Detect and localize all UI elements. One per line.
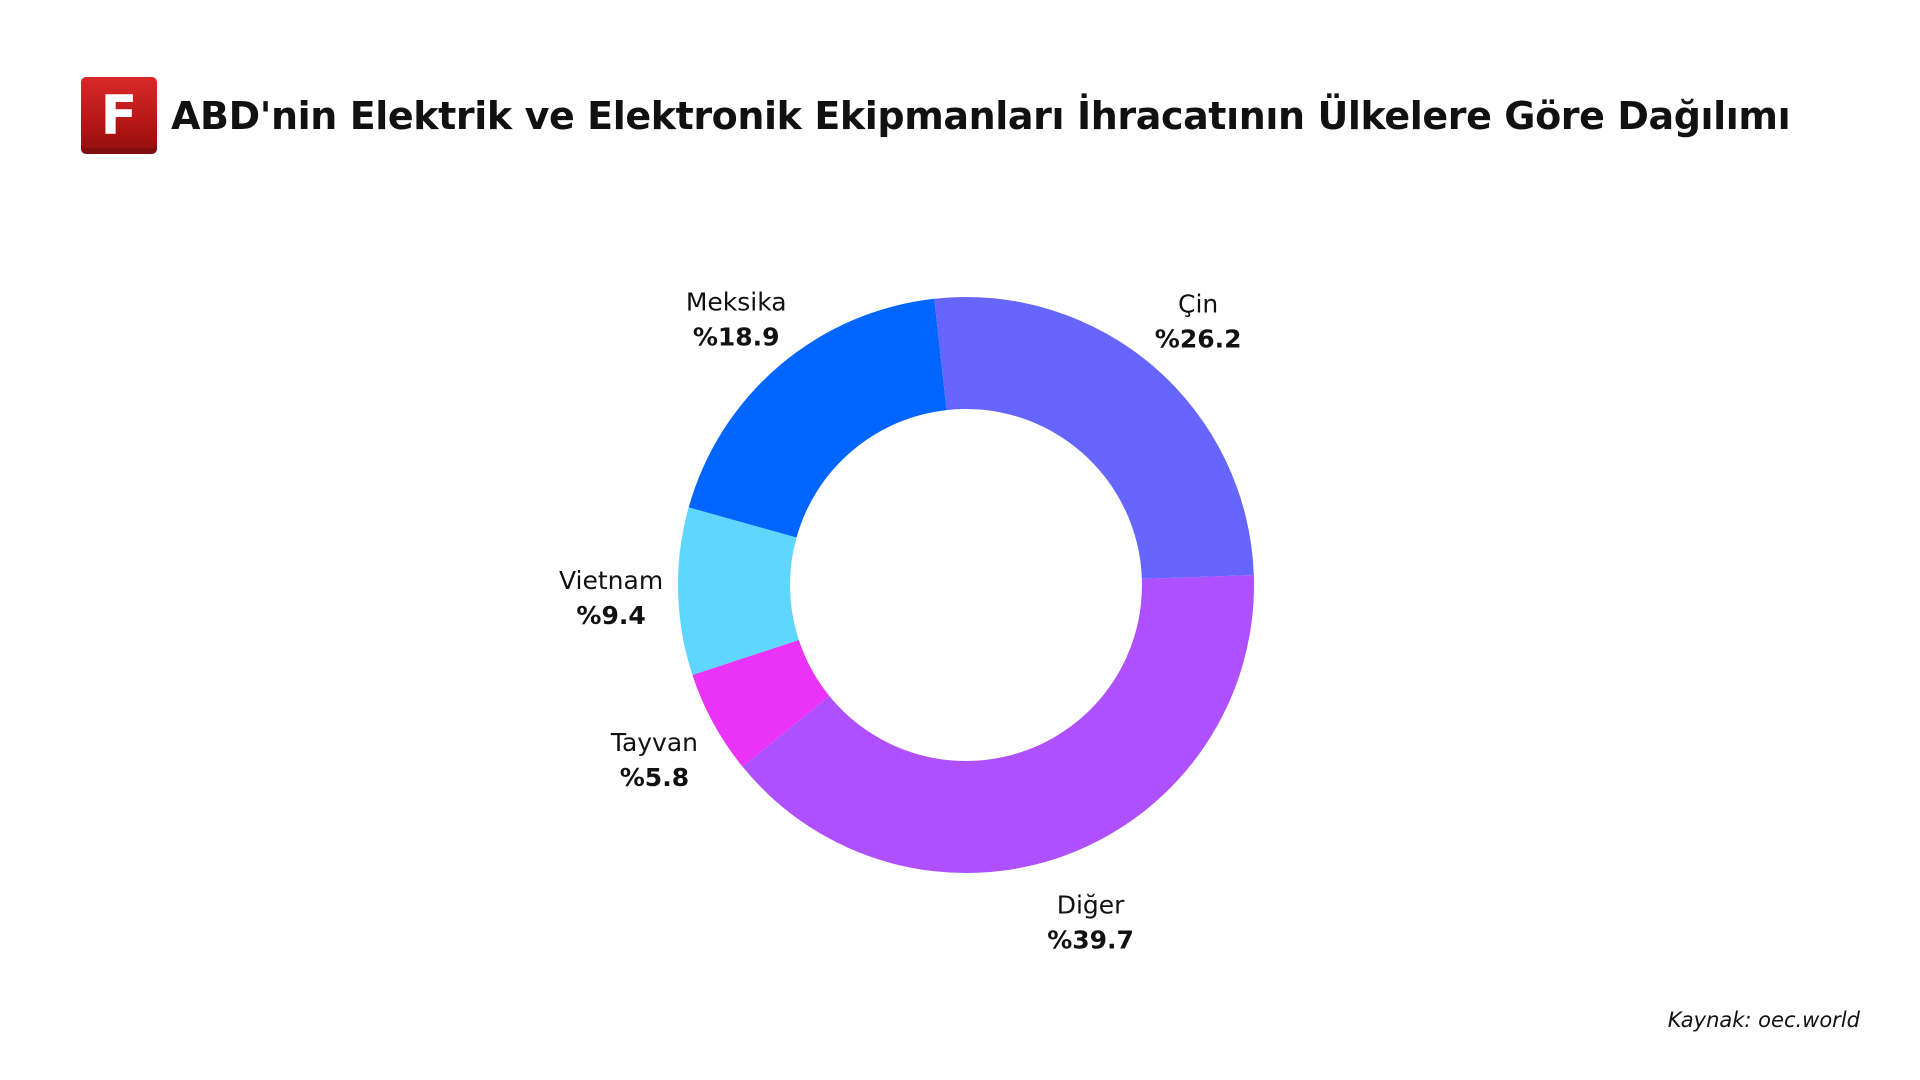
donut-slices: [678, 297, 1254, 873]
brand-logo: F: [81, 77, 157, 154]
source-note: Kaynak: oec.world: [1667, 1008, 1860, 1032]
slice-label-4: Çin: [1178, 289, 1218, 318]
slice-value-4: %26.2: [1155, 324, 1242, 353]
slice-value-0: %39.7: [1047, 925, 1134, 954]
slice-4: [934, 297, 1254, 579]
donut-labels: Diğer %39.7 Tayvan %5.8 Vietnam %9.4 Meksika %1…: [559, 287, 1242, 954]
slice-label-3: Meksika: [686, 287, 787, 316]
slice-value-3: %18.9: [693, 322, 780, 351]
slice-label-2: Vietnam: [559, 566, 663, 595]
slice-2: [678, 507, 799, 675]
slice-label-1: Tayvan: [610, 728, 698, 757]
slice-3: [688, 298, 947, 538]
slice-1: [692, 639, 830, 767]
page-title: ABD'nin Elektrik ve Elektronik Ekipmanla…: [171, 93, 1791, 138]
slice-0: [742, 574, 1254, 873]
slice-label-0: Diğer: [1057, 890, 1125, 919]
slice-value-1: %5.8: [620, 763, 689, 792]
slice-value-2: %9.4: [576, 601, 645, 630]
header: F ABD'nin Elektrik ve Elektronik Ekipman…: [81, 77, 1791, 154]
